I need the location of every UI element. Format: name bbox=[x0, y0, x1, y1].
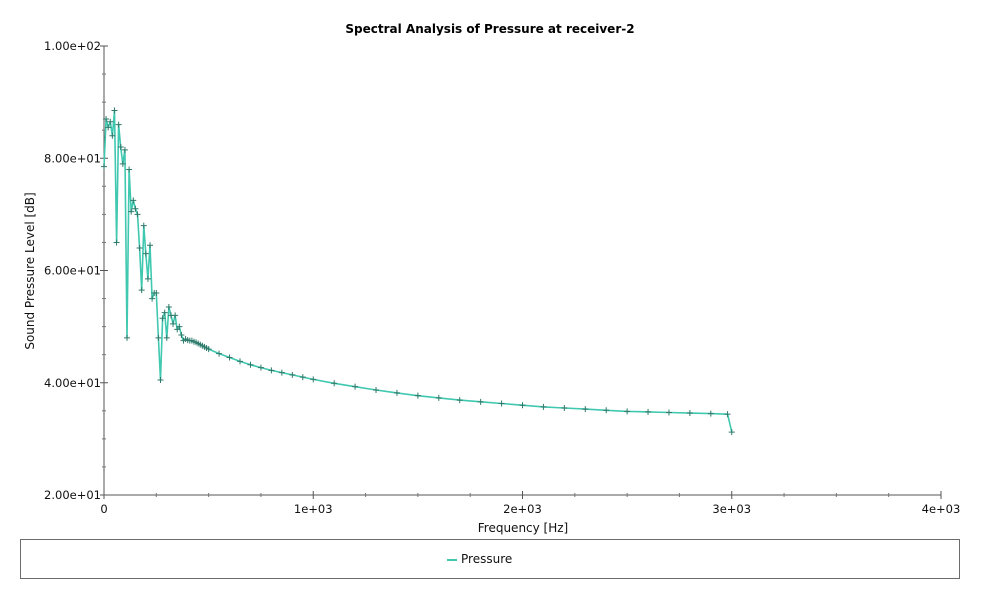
data-point-marker bbox=[724, 411, 731, 418]
data-point-marker bbox=[159, 315, 166, 322]
data-point-marker bbox=[176, 323, 183, 330]
x-tick-label: 3e+03 bbox=[712, 502, 751, 516]
data-point-marker bbox=[147, 242, 154, 249]
data-point-marker bbox=[299, 374, 306, 381]
x-axis-label: Frequency [Hz] bbox=[478, 521, 569, 535]
x-tick-label: 1e+03 bbox=[294, 502, 333, 516]
data-point-marker bbox=[561, 405, 568, 412]
data-point-marker bbox=[140, 222, 147, 229]
y-tick-label: 2.00e+01 bbox=[44, 488, 101, 502]
data-point-marker bbox=[216, 350, 223, 357]
legend: Pressure bbox=[20, 539, 960, 579]
data-point-marker bbox=[435, 394, 442, 401]
data-point-marker bbox=[119, 160, 126, 167]
data-point-marker bbox=[170, 320, 177, 327]
data-point-marker bbox=[117, 144, 124, 151]
y-tick-label: 8.00e+01 bbox=[44, 151, 101, 165]
data-point-marker bbox=[165, 303, 172, 310]
data-point-marker bbox=[289, 371, 296, 378]
data-point-marker bbox=[414, 392, 421, 399]
data-point-marker bbox=[257, 364, 264, 371]
data-point-marker bbox=[331, 380, 338, 387]
legend-label: Pressure bbox=[461, 552, 513, 566]
y-axis-label: Sound Pressure Level [dB] bbox=[23, 192, 37, 349]
x-tick-label: 2e+03 bbox=[503, 502, 542, 516]
data-point-marker bbox=[498, 400, 505, 407]
data-point-marker bbox=[113, 239, 120, 246]
data-point-marker bbox=[155, 334, 162, 341]
data-point-marker bbox=[107, 118, 114, 125]
data-point-marker bbox=[103, 115, 110, 122]
data-point-marker bbox=[124, 334, 131, 341]
data-point-marker bbox=[161, 309, 168, 316]
data-point-marker bbox=[237, 358, 244, 365]
data-point-marker bbox=[373, 387, 380, 394]
spectrum-chart: Spectral Analysis of Pressure at receive… bbox=[23, 22, 960, 535]
data-point-marker bbox=[138, 287, 145, 294]
data-point-marker bbox=[624, 408, 631, 415]
data-point-marker bbox=[707, 410, 714, 417]
data-point-marker bbox=[665, 409, 672, 416]
y-axis: 2.00e+01 4.00e+01 6.00e+01 8.00e+01 1.00e+02 bbox=[44, 39, 108, 502]
data-point-marker bbox=[136, 245, 143, 252]
data-point-marker bbox=[310, 376, 317, 383]
plot-area bbox=[101, 107, 735, 436]
data-point-marker bbox=[728, 429, 735, 436]
series-line-pressure bbox=[103, 109, 733, 433]
x-axis: 0 1e+03 2e+03 3e+03 4e+03 bbox=[100, 491, 960, 516]
data-point-marker bbox=[132, 205, 139, 212]
data-point-marker bbox=[126, 166, 133, 173]
y-tick-label: 4.00e+01 bbox=[44, 376, 101, 390]
data-point-marker bbox=[603, 407, 610, 414]
data-point-marker bbox=[115, 121, 122, 128]
data-point-marker bbox=[519, 402, 526, 409]
legend-swatch bbox=[447, 558, 457, 561]
data-point-marker bbox=[142, 250, 149, 257]
x-tick-label: 4e+03 bbox=[922, 502, 961, 516]
data-point-marker bbox=[121, 146, 128, 153]
legend-item-pressure[interactable]: Pressure bbox=[447, 552, 512, 566]
data-point-marker bbox=[278, 369, 285, 376]
data-point-marker bbox=[456, 397, 463, 404]
data-point-marker bbox=[111, 107, 118, 114]
data-point-marker bbox=[153, 289, 160, 296]
y-tick-label: 1.00e+02 bbox=[44, 39, 101, 53]
data-point-marker bbox=[163, 334, 170, 341]
data-point-marker bbox=[134, 211, 141, 218]
data-point-marker bbox=[582, 406, 589, 413]
y-tick-label: 6.00e+01 bbox=[44, 264, 101, 278]
data-point-marker bbox=[105, 124, 112, 131]
chart-title: Spectral Analysis of Pressure at receive… bbox=[345, 22, 634, 36]
data-point-marker bbox=[540, 403, 547, 410]
data-point-marker bbox=[477, 398, 484, 405]
data-point-marker bbox=[130, 197, 137, 204]
data-point-marker bbox=[149, 295, 156, 302]
data-point-marker bbox=[247, 361, 254, 368]
data-point-marker bbox=[128, 208, 135, 215]
data-point-marker bbox=[101, 163, 107, 170]
x-tick-label: 0 bbox=[100, 502, 107, 516]
data-point-marker bbox=[144, 275, 151, 282]
data-point-marker bbox=[352, 383, 359, 390]
data-point-marker bbox=[157, 376, 164, 383]
data-point-marker bbox=[686, 410, 693, 417]
data-point-marker bbox=[178, 332, 185, 339]
data-point-marker bbox=[226, 354, 233, 361]
data-point-marker bbox=[109, 132, 116, 139]
data-point-marker bbox=[205, 346, 212, 353]
data-point-marker bbox=[645, 408, 652, 415]
data-point-marker bbox=[393, 389, 400, 396]
data-point-marker bbox=[172, 312, 179, 319]
data-point-marker bbox=[268, 367, 275, 374]
